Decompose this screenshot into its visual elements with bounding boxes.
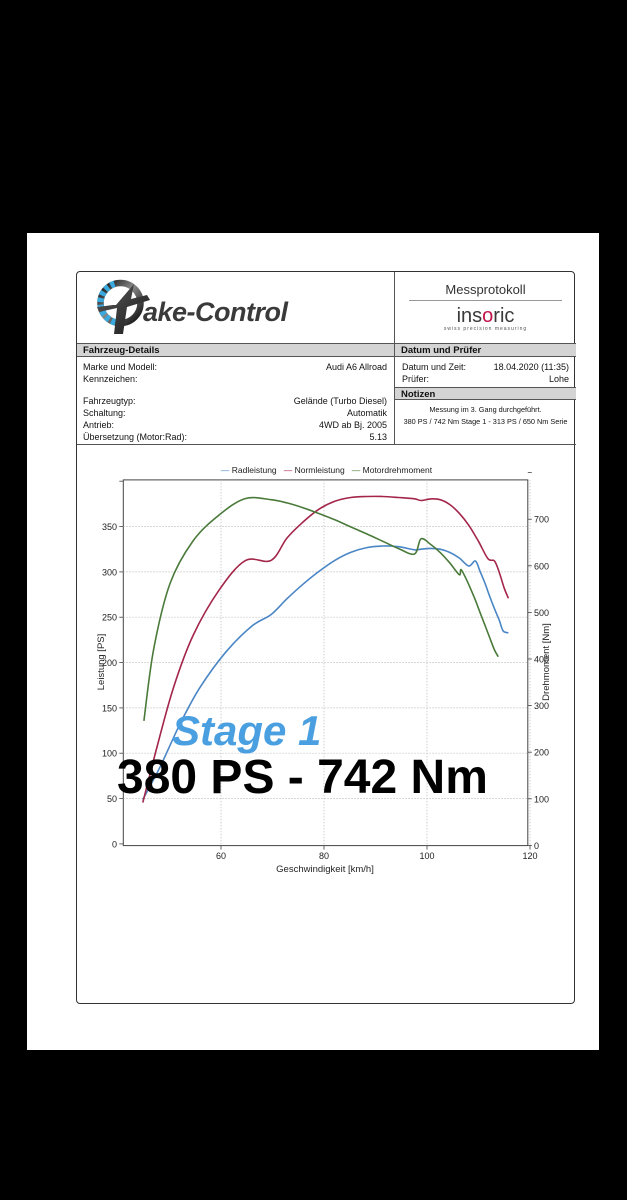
svg-text:300: 300 bbox=[534, 701, 549, 711]
svg-text:600: 600 bbox=[534, 561, 549, 571]
svg-text:200: 200 bbox=[534, 748, 549, 758]
svg-text:150: 150 bbox=[102, 703, 117, 713]
svg-text:Drehmoment [Nm]: Drehmoment [Nm] bbox=[541, 623, 552, 701]
svg-text:300: 300 bbox=[102, 567, 117, 577]
svg-text:700: 700 bbox=[534, 515, 549, 525]
svg-text:100: 100 bbox=[102, 749, 117, 759]
svg-text:0: 0 bbox=[112, 839, 117, 849]
svg-text:100: 100 bbox=[419, 851, 434, 861]
svg-text:Leistung [PS]: Leistung [PS] bbox=[96, 634, 107, 691]
svg-text:100: 100 bbox=[534, 794, 549, 804]
svg-text:350: 350 bbox=[102, 522, 117, 532]
svg-text:50: 50 bbox=[107, 794, 117, 804]
svg-text:80: 80 bbox=[319, 851, 329, 861]
svg-text:Geschwindigkeit [km/h]: Geschwindigkeit [km/h] bbox=[276, 864, 374, 875]
svg-text:500: 500 bbox=[534, 608, 549, 618]
svg-text:0: 0 bbox=[534, 841, 539, 851]
svg-text:120: 120 bbox=[522, 851, 537, 861]
svg-text:60: 60 bbox=[216, 851, 226, 861]
svg-text:250: 250 bbox=[102, 613, 117, 623]
